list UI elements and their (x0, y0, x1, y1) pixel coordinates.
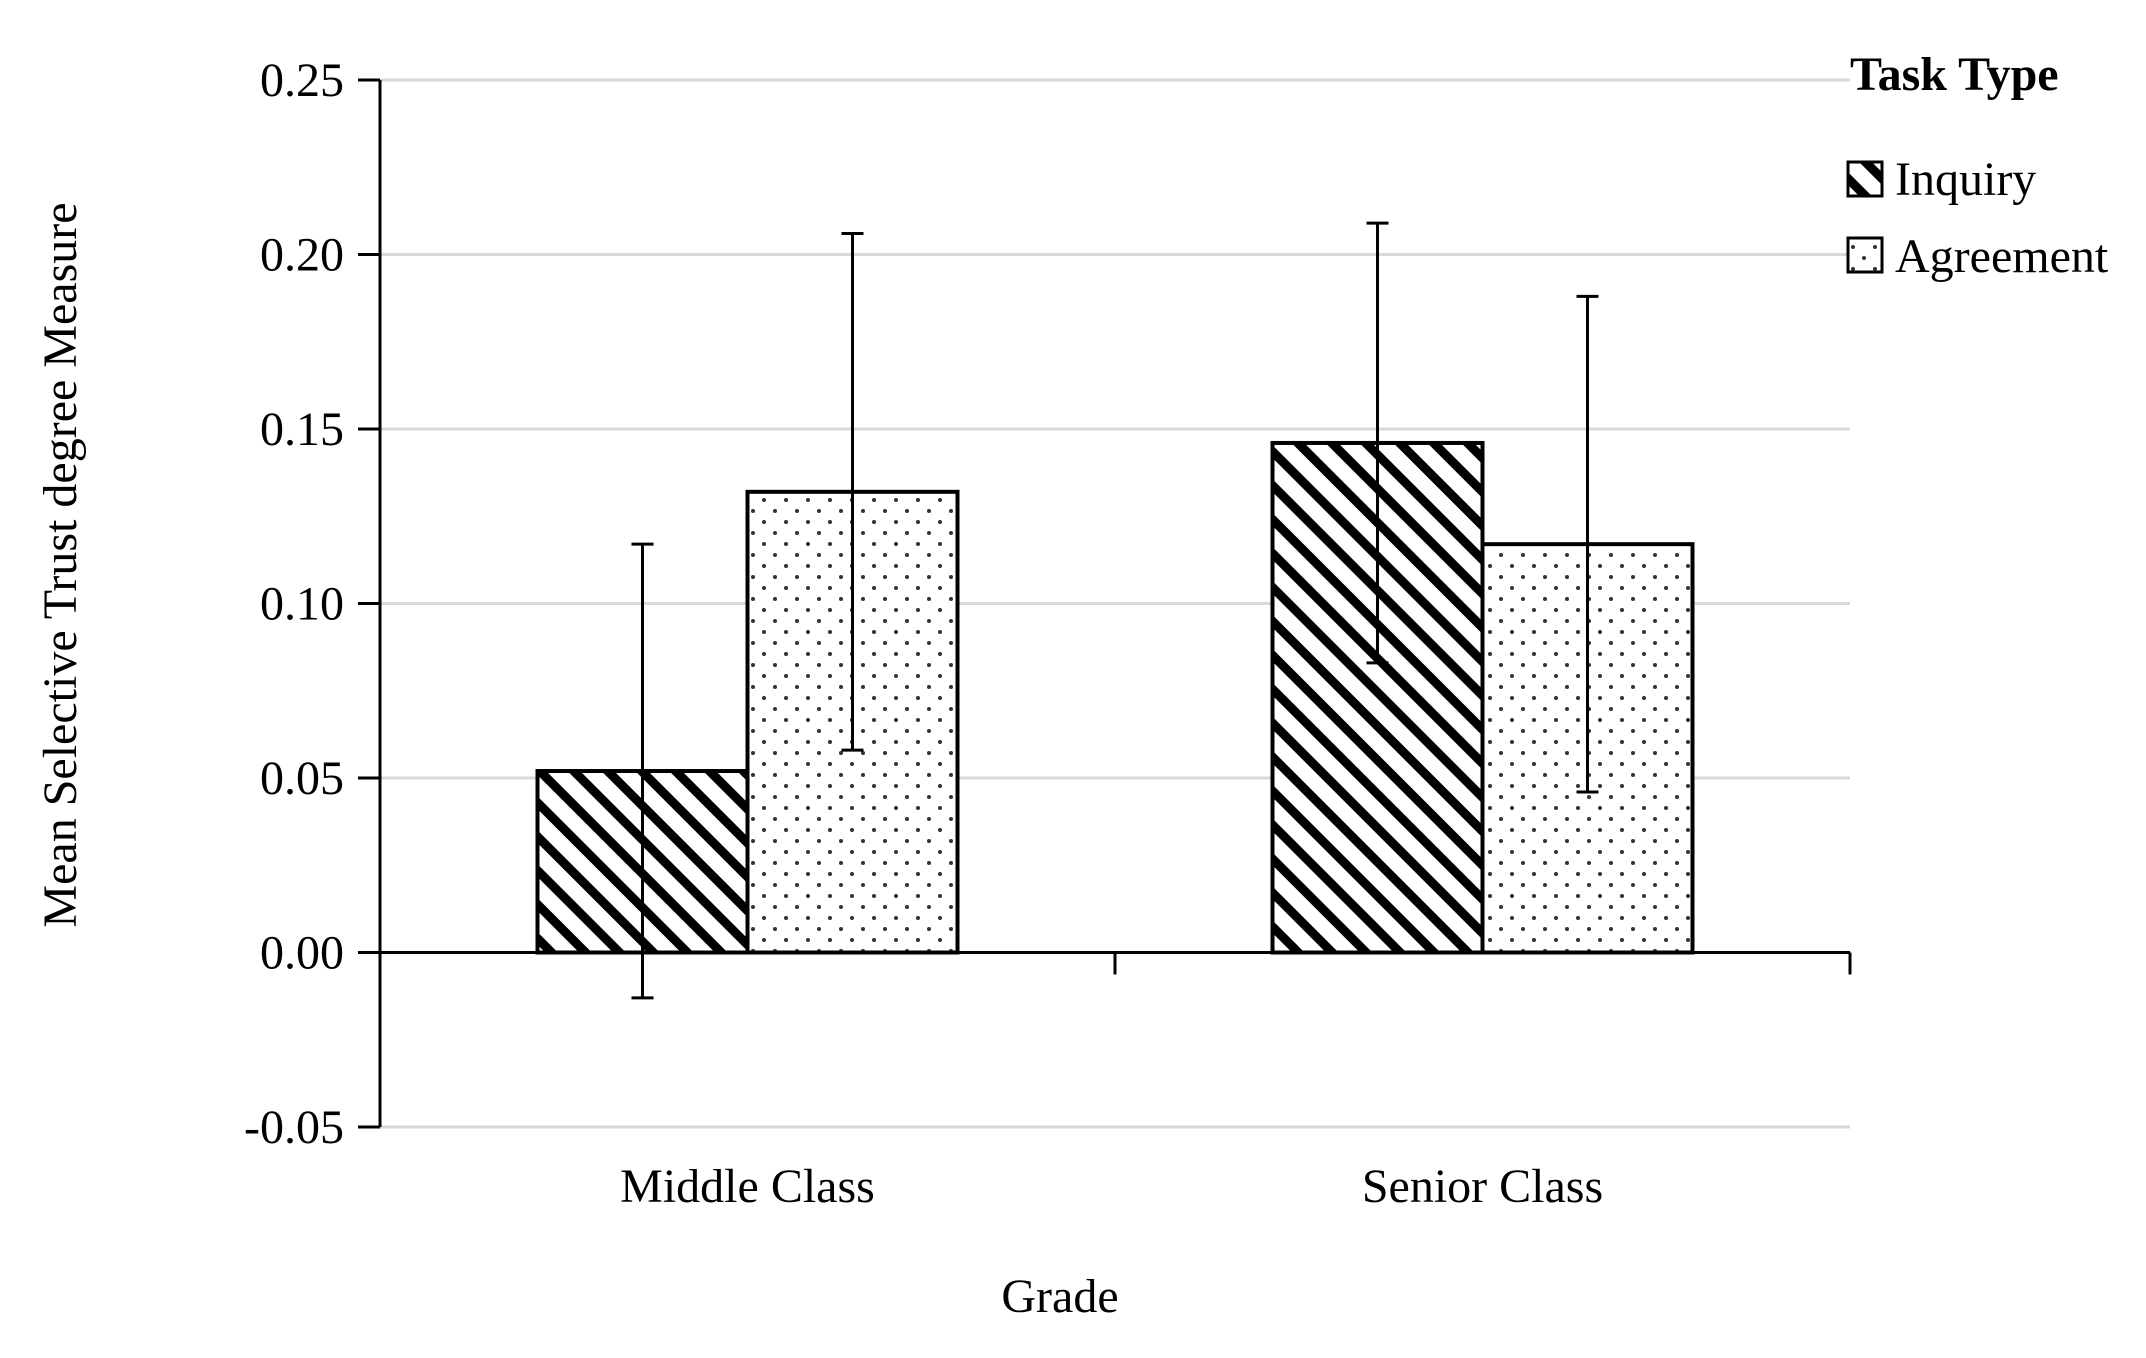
legend-item-inquiry: Inquiry (1846, 153, 2036, 206)
x-category-label: Middle Class (620, 1160, 875, 1213)
y-axis-title: Mean Selective Trust degree Measure (34, 202, 87, 927)
axes (358, 78, 1852, 1129)
y-tick-label: 0.25 (260, 54, 344, 107)
error-bars (631, 221, 1599, 1000)
x-category-label: Senior Class (1362, 1160, 1603, 1213)
legend-title: Task Type (1850, 48, 2059, 101)
y-tick-label: 0.20 (260, 229, 344, 282)
legend-swatch-inquiry (1846, 160, 1884, 198)
y-tick-label: 0.10 (260, 578, 344, 631)
y-tick-label: 0.05 (260, 752, 344, 805)
legend-swatch-agreement (1846, 236, 1884, 274)
legend-label-inquiry: Inquiry (1895, 153, 2036, 206)
legend: Task Type Inquiry Agreement (1846, 48, 2109, 283)
legend-item-agreement: Agreement (1846, 230, 2109, 283)
tick-labels: -0.05 0.00 0.05 0.10 0.15 0.20 0.25 Middle Clas… (244, 54, 1603, 1213)
legend-label-agreement: Agreement (1895, 230, 2109, 283)
y-tick-label: 0.15 (260, 403, 344, 456)
y-tick-label: -0.05 (244, 1101, 344, 1154)
bars (535, 440, 1695, 955)
x-axis-title: Grade (1001, 1270, 1118, 1323)
y-tick-label: 0.00 (260, 927, 344, 980)
